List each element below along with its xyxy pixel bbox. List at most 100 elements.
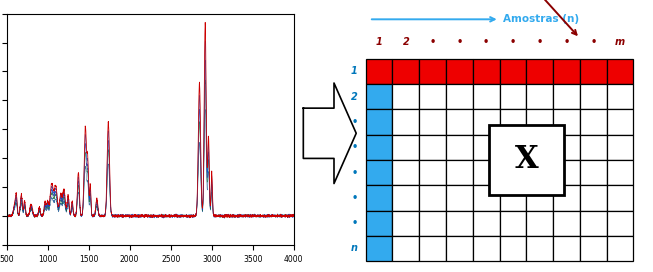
Bar xyxy=(392,211,419,236)
Bar xyxy=(553,236,580,261)
Bar xyxy=(392,59,419,84)
Text: •: • xyxy=(351,218,358,228)
Text: •: • xyxy=(483,36,489,47)
Bar xyxy=(580,135,607,160)
Bar xyxy=(500,211,526,236)
Text: •: • xyxy=(351,142,358,152)
Bar xyxy=(500,236,526,261)
Text: 2: 2 xyxy=(351,92,358,102)
Bar xyxy=(419,211,446,236)
Bar xyxy=(553,160,580,185)
Text: 2: 2 xyxy=(402,36,409,47)
Bar xyxy=(473,211,500,236)
Bar xyxy=(553,211,580,236)
Bar xyxy=(366,135,392,160)
Bar xyxy=(419,135,446,160)
Bar xyxy=(607,109,633,135)
Bar xyxy=(580,160,607,185)
Bar xyxy=(607,59,633,84)
Bar xyxy=(419,185,446,211)
Bar xyxy=(366,59,392,84)
Text: 1: 1 xyxy=(351,66,358,76)
Bar xyxy=(366,109,392,135)
Text: m: m xyxy=(615,36,625,47)
Bar xyxy=(553,59,580,84)
Bar xyxy=(392,109,419,135)
Bar xyxy=(392,236,419,261)
Bar xyxy=(473,109,500,135)
Bar xyxy=(580,59,607,84)
Bar xyxy=(526,135,553,160)
Text: X: X xyxy=(515,144,538,175)
Bar xyxy=(526,109,553,135)
Text: •: • xyxy=(351,193,358,203)
Bar xyxy=(580,185,607,211)
Bar xyxy=(580,211,607,236)
Bar xyxy=(526,160,553,185)
Bar xyxy=(580,109,607,135)
Bar xyxy=(419,236,446,261)
Bar xyxy=(419,109,446,135)
Bar xyxy=(473,135,500,160)
Bar xyxy=(526,236,553,261)
Bar xyxy=(392,160,419,185)
Bar xyxy=(607,135,633,160)
Bar xyxy=(473,59,500,84)
Bar xyxy=(392,135,419,160)
Bar xyxy=(473,160,500,185)
Bar xyxy=(580,236,607,261)
Bar xyxy=(392,84,419,109)
Bar xyxy=(446,59,473,84)
Bar xyxy=(366,236,392,261)
Bar xyxy=(446,160,473,185)
Text: •: • xyxy=(510,36,516,47)
Bar xyxy=(553,109,580,135)
Bar xyxy=(419,59,446,84)
Bar xyxy=(580,84,607,109)
Bar xyxy=(607,160,633,185)
Bar xyxy=(419,160,446,185)
Bar xyxy=(607,84,633,109)
Bar xyxy=(500,185,526,211)
Bar xyxy=(500,109,526,135)
Bar xyxy=(553,135,580,160)
Bar xyxy=(419,84,446,109)
Bar xyxy=(607,211,633,236)
Bar xyxy=(366,185,392,211)
Bar xyxy=(392,185,419,211)
Text: n: n xyxy=(351,243,358,254)
Bar xyxy=(500,160,526,185)
Bar xyxy=(446,109,473,135)
Text: •: • xyxy=(430,36,436,47)
Bar xyxy=(607,236,633,261)
Bar xyxy=(526,59,553,84)
Bar xyxy=(500,84,526,109)
Text: •: • xyxy=(564,36,569,47)
Bar xyxy=(446,84,473,109)
Bar xyxy=(446,185,473,211)
Bar xyxy=(446,135,473,160)
Bar xyxy=(366,160,392,185)
Bar xyxy=(607,185,633,211)
Bar xyxy=(446,211,473,236)
Text: Amostras (n): Amostras (n) xyxy=(503,14,579,24)
Bar xyxy=(473,236,500,261)
Bar xyxy=(553,185,580,211)
Bar xyxy=(526,185,553,211)
Bar xyxy=(446,236,473,261)
Bar xyxy=(526,211,553,236)
Bar xyxy=(473,185,500,211)
Bar xyxy=(526,84,553,109)
Text: •: • xyxy=(537,36,543,47)
Bar xyxy=(553,84,580,109)
Text: •: • xyxy=(456,36,462,47)
Text: 1: 1 xyxy=(375,36,383,47)
Text: •: • xyxy=(590,36,596,47)
Text: •: • xyxy=(351,168,358,178)
Text: •: • xyxy=(351,117,358,127)
Bar xyxy=(500,59,526,84)
Bar xyxy=(366,84,392,109)
Bar xyxy=(489,125,564,195)
Bar xyxy=(366,211,392,236)
Polygon shape xyxy=(303,83,357,184)
